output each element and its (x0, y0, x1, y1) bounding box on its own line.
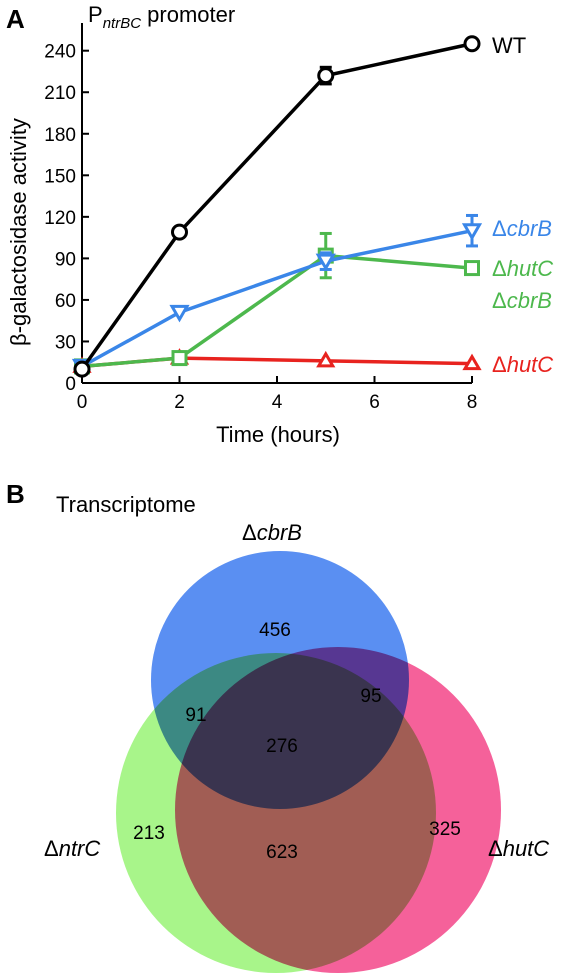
venn-diagram: ΔcbrB ΔntrC ΔhutC 456 91 95 276 213 623 … (44, 520, 549, 973)
venn-label-cbrB: ΔcbrB (242, 520, 302, 545)
panel-a-title-sub: ntrBC (103, 15, 142, 32)
venn-count-cbrB-hutC: 95 (360, 686, 381, 707)
point-hutc (316, 350, 336, 368)
series-label-wt: WT (492, 33, 526, 58)
point-hutc (462, 353, 482, 371)
point-cbrb (461, 223, 483, 241)
series-label-cbrb: ΔcbrB (492, 216, 552, 241)
venn-count-ntrC-hutC: 623 (266, 842, 298, 863)
chart-series (71, 35, 483, 378)
point-wt (73, 360, 91, 378)
venn-count-hutC-only: 325 (429, 819, 461, 840)
venn-circle-hutC (175, 647, 501, 973)
x-axis-label: Time (hours) (216, 422, 340, 447)
point-cbrb (169, 304, 190, 323)
point-hutc-cbrb (464, 260, 480, 277)
y-tick-label: 210 (44, 83, 76, 104)
y-axis-label: β-galactosidase activity (6, 118, 31, 346)
series-line-cbrb (81, 228, 473, 368)
panel-a-title: PntrBC promoter (88, 2, 235, 32)
y-tick-label: 30 (55, 332, 76, 353)
point-hutc-cbrb (171, 350, 188, 367)
y-tick-label: 0 (65, 374, 76, 395)
x-tick-label: 8 (467, 392, 478, 413)
x-tick-label: 6 (369, 392, 380, 413)
point-wt (317, 67, 335, 85)
venn-count-cbrB-ntrC: 91 (185, 705, 206, 726)
venn-count-cbrB-only: 456 (259, 620, 291, 641)
line-chart: 0 30 60 90 120 150 180 210 240 0 2 4 6 8 WT ΔcbrB ΔhutC… (6, 23, 553, 447)
series-line-hutc-cbrb (81, 253, 473, 369)
panel-a-title-main: P (88, 2, 103, 27)
x-tick-label: 4 (272, 392, 283, 413)
venn-label-hutC: ΔhutC (488, 836, 549, 861)
series-label-hutc-cbrb: ΔhutC (492, 256, 553, 281)
point-wt (171, 223, 188, 241)
y-tick-label: 60 (55, 291, 76, 312)
chart-ticks: 0 30 60 90 120 150 180 210 240 0 2 4 6 8 (44, 42, 477, 413)
x-tick-label: 2 (174, 392, 185, 413)
y-tick-label: 150 (44, 166, 76, 187)
panel-b-letter: B (6, 479, 25, 509)
venn-count-ntrC-only: 213 (133, 823, 165, 844)
y-tick-label: 240 (44, 42, 76, 63)
point-wt (463, 35, 481, 53)
panel-b-title: Transcriptome (56, 492, 196, 517)
y-tick-label: 90 (55, 249, 76, 270)
y-tick-label: 120 (44, 208, 76, 229)
series-line-wt (80, 42, 473, 371)
panel-a-letter: A (6, 4, 25, 34)
venn-label-ntrC: ΔntrC (44, 836, 100, 861)
series-label-hutc: ΔhutC (492, 352, 553, 377)
panel-a-title-rest: promoter (141, 2, 235, 27)
venn-count-all: 276 (266, 736, 298, 757)
x-tick-label: 0 (77, 392, 88, 413)
chart-axes (81, 23, 472, 384)
y-tick-label: 180 (44, 125, 76, 146)
series-labels: WT ΔcbrB ΔhutC ΔcbrB ΔhutC (492, 33, 553, 377)
series-label-hutc-cbrb-line2: ΔcbrB (492, 288, 552, 313)
point-cbrb (315, 253, 336, 272)
